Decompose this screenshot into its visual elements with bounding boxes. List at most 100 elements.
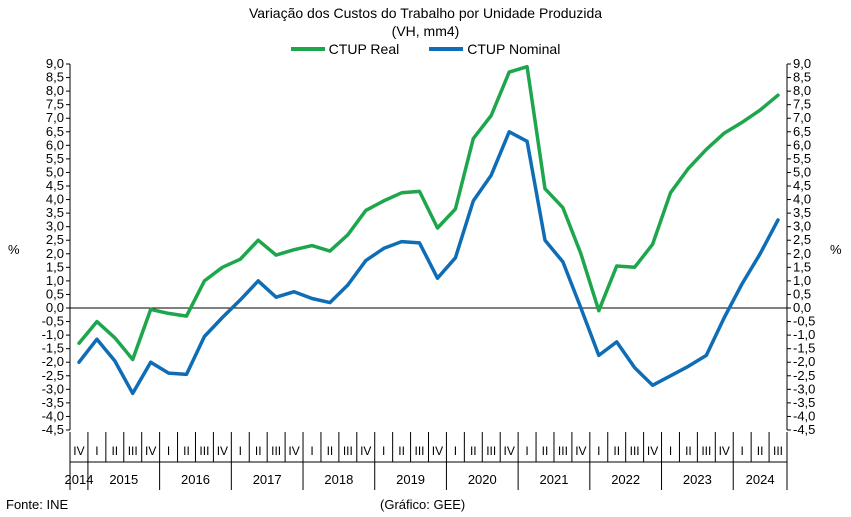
y-tick-label-left: 4,5 — [46, 178, 64, 193]
y-tick-label-right: 8,5 — [793, 70, 811, 85]
x-tick-label-quarter: III — [128, 444, 138, 458]
y-axis-label-left: % — [8, 242, 20, 257]
y-tick-label-left: 0,0 — [46, 300, 64, 315]
x-tick-label-quarter: IV — [719, 444, 730, 458]
x-tick-label-year: 2024 — [746, 472, 775, 487]
x-tick-label-quarter: IV — [73, 444, 84, 458]
chart-axes: 9,0 9,08,5 8,58,0 8,07,5 7,57,0 7,06,5 6,56,0 6… — [42, 56, 815, 490]
y-tick-label-left: -2,5 — [42, 368, 64, 383]
x-tick-label-quarter: III — [199, 444, 209, 458]
x-tick-label-year: 2019 — [396, 472, 425, 487]
y-tick-label-right: 1,5 — [793, 259, 811, 274]
x-tick-label-quarter: I — [310, 444, 313, 458]
x-tick-label-quarter: III — [271, 444, 281, 458]
x-tick-label-quarter: I — [382, 444, 385, 458]
x-tick-label-quarter: II — [398, 444, 405, 458]
y-tick-label-left: 3,5 — [46, 205, 64, 220]
x-tick-label-quarter: II — [255, 444, 262, 458]
x-tick-label-quarter: II — [613, 444, 620, 458]
y-tick-label-right: 4,0 — [793, 192, 811, 207]
series-lines — [77, 64, 780, 396]
y-tick-label-right: 3,5 — [793, 205, 811, 220]
y-tick-label-right: 0,5 — [793, 286, 811, 301]
y-tick-label-right: 9,0 — [793, 56, 811, 71]
x-tick-label-quarter: I — [525, 444, 528, 458]
x-tick-label-quarter: II — [470, 444, 477, 458]
y-tick-label-left: 5,5 — [46, 151, 64, 166]
y-tick-label-right: 1,0 — [793, 273, 811, 288]
legend-item-real: CTUP Real — [290, 41, 399, 57]
y-tick-label-left: 0,5 — [46, 286, 64, 301]
y-tick-label-right: -4,0 — [793, 408, 815, 423]
y-tick-label-left: 4,0 — [46, 192, 64, 207]
x-tick-label-quarter: II — [111, 444, 118, 458]
y-tick-label-right: 2,0 — [793, 246, 811, 261]
x-tick-label-quarter: IV — [217, 444, 228, 458]
x-tick-label-quarter: I — [167, 444, 170, 458]
y-axis-label-right: % — [830, 242, 842, 257]
y-tick-label-right: 3,0 — [793, 219, 811, 234]
y-tick-label-left: 8,0 — [46, 83, 64, 98]
x-tick-label-year: 2021 — [540, 472, 569, 487]
y-tick-label-right: -1,5 — [793, 341, 815, 356]
x-tick-label-quarter: I — [669, 444, 672, 458]
x-tick-label-quarter: IV — [647, 444, 658, 458]
chart-credit: (Gráfico: GEE) — [380, 497, 466, 512]
chart-subtitle: (VH, mm4) — [391, 23, 460, 39]
y-tick-label-right: 5,0 — [793, 164, 811, 179]
y-tick-label-left: 1,0 — [46, 273, 64, 288]
y-tick-label-left: 5,0 — [46, 164, 64, 179]
x-tick-label-year: 2017 — [253, 472, 282, 487]
legend-label-nominal: CTUP Nominal — [467, 41, 561, 57]
y-tick-label-left: 2,0 — [46, 246, 64, 261]
source-note: Fonte: INE — [6, 497, 69, 512]
y-tick-label-left: 1,5 — [46, 259, 64, 274]
x-tick-label-quarter: IV — [432, 444, 443, 458]
x-tick-label-quarter: I — [597, 444, 600, 458]
y-tick-label-right: -2,5 — [793, 368, 815, 383]
x-tick-label-year: 2016 — [181, 472, 210, 487]
y-tick-label-right: -0,5 — [793, 314, 815, 329]
y-tick-label-right: -3,5 — [793, 395, 815, 410]
y-tick-label-left: 2,5 — [46, 232, 64, 247]
y-tick-label-left: -1,5 — [42, 341, 64, 356]
series-line-ctup-real — [77, 64, 780, 362]
legend-swatch-real — [290, 47, 325, 51]
y-tick-label-left: 7,5 — [46, 97, 64, 112]
y-tick-label-left: 8,5 — [46, 70, 64, 85]
x-tick-label-quarter: IV — [360, 444, 371, 458]
y-tick-label-left: -3,0 — [42, 381, 64, 396]
x-tick-label-year: 2022 — [611, 472, 640, 487]
x-tick-label-quarter: II — [183, 444, 190, 458]
y-tick-label-left: 9,0 — [46, 56, 64, 71]
x-tick-label-quarter: III — [415, 444, 425, 458]
series-line-ctup-nominal — [77, 130, 780, 396]
y-tick-label-right: -2,0 — [793, 354, 815, 369]
y-tick-label-right: 5,5 — [793, 151, 811, 166]
x-tick-label-quarter: I — [239, 444, 242, 458]
y-tick-label-left: -4,0 — [42, 408, 64, 423]
y-tick-label-right: 4,5 — [793, 178, 811, 193]
y-tick-label-right: -3,0 — [793, 381, 815, 396]
y-tick-label-left: -2,0 — [42, 354, 64, 369]
x-tick-label-quarter: I — [95, 444, 98, 458]
y-tick-label-right: -4,5 — [793, 422, 815, 437]
y-tick-label-left: 6,0 — [46, 137, 64, 152]
y-tick-label-right: 8,0 — [793, 83, 811, 98]
y-tick-label-right: -1,0 — [793, 327, 815, 342]
x-tick-label-quarter: II — [685, 444, 692, 458]
y-tick-label-left: 7,0 — [46, 110, 64, 125]
x-tick-label-year: 2020 — [468, 472, 497, 487]
y-tick-label-left: -3,5 — [42, 395, 64, 410]
x-tick-label-year: 2023 — [683, 472, 712, 487]
y-tick-label-right: 2,5 — [793, 232, 811, 247]
y-tick-label-left: 6,5 — [46, 124, 64, 139]
x-tick-label-quarter: IV — [503, 444, 514, 458]
x-tick-label-quarter: II — [327, 444, 334, 458]
y-tick-label-right: 6,0 — [793, 137, 811, 152]
x-tick-label-quarter: I — [454, 444, 457, 458]
chart-legend: CTUP Real CTUP Nominal — [0, 41, 851, 57]
legend-item-nominal: CTUP Nominal — [429, 41, 560, 57]
x-tick-label-quarter: II — [542, 444, 549, 458]
x-tick-label-year: 2015 — [109, 472, 138, 487]
